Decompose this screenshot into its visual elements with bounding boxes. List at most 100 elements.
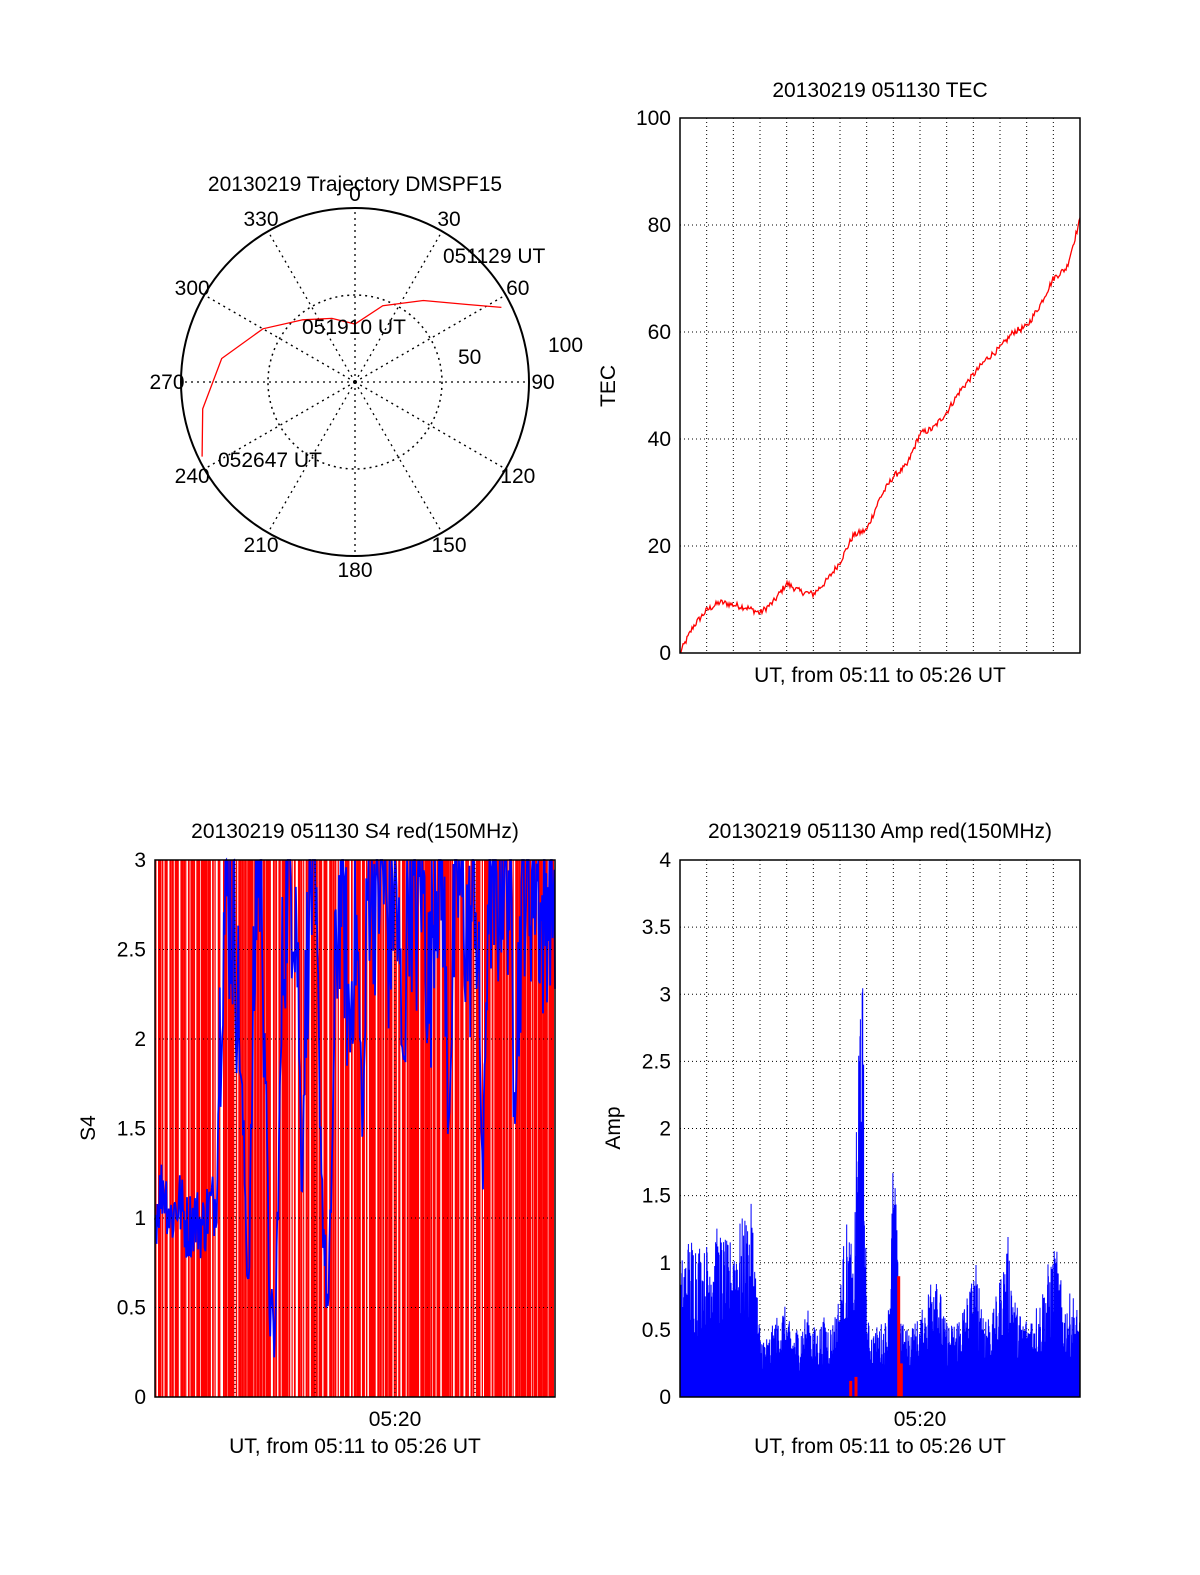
s4-red-spike (272, 860, 275, 1397)
s4-red-spike (161, 860, 164, 1397)
s4-red-spike (388, 860, 390, 1397)
s4-red-spike (326, 860, 328, 1397)
s4-x-label: UT, from 05:11 to 05:26 UT (229, 1435, 481, 1458)
s4-red-spike (288, 860, 291, 1397)
s4-red-spike (444, 860, 447, 1397)
s4-red-spike (436, 860, 439, 1397)
s4-red-spike (508, 860, 512, 1397)
s4-red-spike (512, 860, 514, 1397)
amp-blue-series-area (679, 988, 1081, 1398)
s4-red-spike (345, 860, 349, 1397)
s4-red-spike (283, 860, 286, 1397)
tec-y-tick-100: 100 (636, 107, 671, 130)
s4-red-spike (428, 860, 431, 1397)
s4-red-spike (165, 860, 168, 1397)
s4-red-spike (502, 860, 506, 1397)
s4-y-tick-0: 0 (134, 1386, 146, 1409)
s4-red-spike (484, 860, 488, 1397)
s4-red-spike (196, 860, 200, 1397)
tec-y-tick-40: 40 (648, 428, 671, 451)
tec-grid (680, 118, 1080, 653)
s4-red-spike (180, 860, 184, 1397)
polar-spokes (181, 208, 529, 556)
s4-red-spike (404, 860, 406, 1397)
polar-azimuth-label-90: 90 (531, 371, 554, 394)
polar-azimuth-label-30: 30 (437, 208, 460, 231)
s4-red-spike (224, 860, 228, 1397)
s4-red-spike (409, 860, 413, 1397)
s4-red-spike (515, 860, 519, 1397)
amp-y-label: Amp (602, 1106, 625, 1149)
tec-y-label: TEC (597, 365, 620, 407)
s4-y-tick-2.5: 2.5 (117, 939, 146, 962)
s4-red-spike (416, 860, 420, 1397)
s4-red-spike (377, 860, 380, 1397)
s4-red-spike (263, 860, 266, 1397)
s4-red-spike (201, 860, 204, 1397)
polar-azimuth-label-330: 330 (243, 208, 278, 231)
amp-red-spike (854, 1376, 858, 1397)
s4-red-spike (363, 860, 365, 1397)
polar-azimuth-label-60: 60 (506, 277, 529, 300)
amp-y-tick-0: 0 (659, 1386, 671, 1409)
s4-red-spike (329, 860, 333, 1397)
s4-red-spike (379, 860, 382, 1397)
s4-y-tick-2: 2 (134, 1028, 146, 1051)
s4-red-spike (520, 860, 524, 1397)
s4-red-spike (539, 860, 543, 1397)
s4-red-spike (227, 860, 231, 1397)
s4-red-spike (481, 860, 483, 1397)
s4-red-spike (281, 860, 284, 1397)
polar-spoke-150 (354, 381, 443, 534)
s4-red-spike (183, 860, 185, 1397)
s4-red-spike (235, 860, 238, 1397)
polar-azimuth-label-180: 180 (337, 559, 372, 582)
s4-red-spike (491, 860, 494, 1397)
amp-x-label: UT, from 05:11 to 05:26 UT (754, 1435, 1006, 1458)
s4-red-spike (537, 860, 541, 1397)
s4-red-spike (374, 860, 376, 1397)
s4-y-tick-3: 3 (134, 849, 146, 872)
polar-spoke-210 (267, 381, 356, 534)
amp-red-spike (897, 1276, 901, 1397)
s4-red-spike (465, 860, 468, 1397)
s4-red-spike (420, 860, 424, 1397)
polar-azimuth-labels: 0 30 60 90 120 150 180 210 240 270 300 330 (149, 183, 554, 582)
polar-azimuth-label-270: 270 (149, 371, 184, 394)
tec-y-tick-20: 20 (648, 535, 671, 558)
s4-panel: 20130219 051130 S4 red(150MHz) 0 0.5 1 1.5 2… (77, 820, 556, 1458)
s4-red-spike (187, 860, 190, 1397)
s4-red-spike (396, 860, 398, 1397)
s4-red-spike (499, 860, 503, 1397)
s4-red-spike (552, 860, 554, 1397)
polar-trajectory-line (201, 299, 502, 457)
s4-red-spike (340, 860, 343, 1397)
amp-y-tick-0.5: 0.5 (642, 1319, 671, 1342)
s4-red-spike (185, 860, 187, 1397)
s4-red-spike (424, 860, 429, 1397)
s4-red-spike (496, 860, 500, 1397)
s4-red-spike (461, 860, 464, 1397)
polar-panel: 20130219 Trajectory DMSPF15 0 30 60 90 120 15… (149, 173, 583, 582)
amp-y-tick-3.5: 3.5 (642, 916, 671, 939)
s4-red-spike (449, 860, 452, 1397)
amp-red-series (849, 1276, 903, 1397)
s4-red-spike (528, 860, 532, 1397)
amp-title: 20130219 051130 Amp red(150MHz) (708, 820, 1052, 843)
s4-red-spike (291, 860, 293, 1397)
s4-red-spike (486, 860, 490, 1397)
s4-red-spike (371, 860, 375, 1397)
tec-title: 20130219 051130 TEC (772, 79, 987, 102)
s4-red-spike (432, 860, 436, 1397)
s4-red-spike (523, 860, 527, 1397)
s4-y-ticks: 0 0.5 1 1.5 2 2.5 3 (117, 849, 146, 1409)
polar-spoke-330 (267, 230, 356, 383)
amp-y-tick-4: 4 (659, 849, 671, 872)
s4-red-spike (208, 860, 211, 1397)
s4-red-spike (368, 860, 373, 1397)
s4-red-spike (275, 860, 278, 1397)
s4-red-spike (384, 860, 388, 1397)
tec-panel: 20130219 051130 TEC 0 20 40 60 80 100 TEC UT,… (597, 79, 1081, 687)
tec-y-tick-0: 0 (659, 642, 671, 665)
